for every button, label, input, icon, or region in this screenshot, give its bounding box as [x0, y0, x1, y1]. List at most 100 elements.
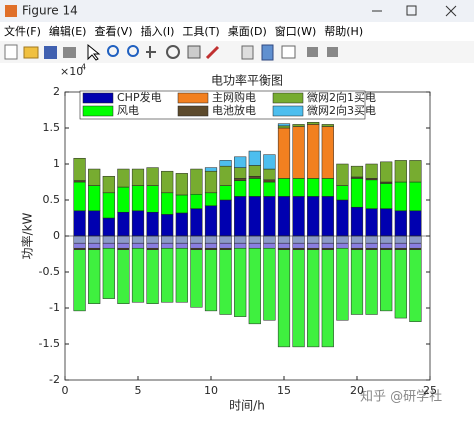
- bar-segment: [73, 242, 86, 249]
- bar-segment: [394, 235, 407, 244]
- x-tick-label: 10: [204, 384, 218, 397]
- bar-segment: [380, 208, 393, 237]
- bar-segment: [146, 211, 159, 237]
- legend-swatch: [272, 92, 304, 104]
- maximize[interactable]: [406, 5, 417, 16]
- bar-segment: [365, 208, 378, 237]
- menu-item[interactable]: 桌面(D): [228, 25, 267, 38]
- menu-item[interactable]: 窗口(W): [275, 24, 316, 38]
- tool-rotate[interactable]: [166, 45, 180, 59]
- bar-segment: [234, 242, 247, 249]
- bar-segment: [204, 192, 218, 207]
- legend-swatch: [177, 105, 209, 117]
- menu-item[interactable]: 帮助(H): [324, 24, 363, 38]
- tool-pointer[interactable]: [87, 43, 101, 61]
- bar-segment: [117, 168, 130, 188]
- bar-segment: [336, 247, 349, 321]
- bar-segment: [292, 196, 305, 237]
- tool-legend[interactable]: [281, 45, 296, 59]
- bar-segment: [321, 126, 334, 179]
- bar-segment: [263, 247, 276, 321]
- y-tick-label: 1: [53, 157, 60, 170]
- bar-segment: [409, 235, 422, 244]
- bar-segment: [146, 185, 159, 213]
- window-controls[interactable]: [372, 5, 457, 17]
- bar-segment: [161, 235, 174, 244]
- bar-segment: [336, 199, 349, 237]
- tool-open[interactable]: [23, 46, 39, 59]
- bar-segment: [204, 242, 218, 249]
- bar-segment: [73, 157, 86, 181]
- bar-segment: [307, 249, 320, 348]
- menu-item[interactable]: 编辑(E): [49, 24, 87, 38]
- bar-segment: [263, 196, 276, 237]
- menu-item[interactable]: 查看(V): [94, 24, 132, 38]
- x-tick-label: 5: [135, 384, 142, 397]
- bar-segment: [277, 235, 291, 244]
- bar-segment: [336, 235, 349, 244]
- tool-show[interactable]: [327, 47, 338, 57]
- bar-segment: [175, 242, 188, 249]
- bar-segment: [321, 242, 334, 249]
- bar-segment: [204, 235, 218, 244]
- bar-segment: [263, 179, 276, 183]
- y-axis-label: 功率/kW: [20, 212, 35, 259]
- bar-segment: [307, 235, 320, 244]
- bar-segment: [102, 235, 115, 244]
- bar-segment: [321, 249, 334, 348]
- bar-segment: [263, 242, 276, 249]
- bar-segment: [219, 199, 232, 237]
- bar-segment: [117, 211, 130, 237]
- bar-segment: [190, 249, 203, 308]
- bar-segment: [321, 178, 334, 197]
- bar-segment: [146, 249, 159, 304]
- tool-link[interactable]: [241, 45, 254, 60]
- y-exponent-power: 4: [81, 63, 86, 72]
- tool-brush[interactable]: [205, 45, 220, 60]
- x-tick-label: 15: [277, 384, 291, 397]
- bar-segment: [277, 249, 291, 348]
- y-tick-label: 0: [53, 229, 60, 242]
- tool-datacursor[interactable]: [187, 45, 201, 59]
- tool-print[interactable]: [63, 47, 76, 58]
- tool-colorbar[interactable]: [261, 44, 274, 61]
- close[interactable]: [445, 5, 457, 17]
- tool-save[interactable]: [44, 46, 57, 59]
- y-tick-label: -0.5: [39, 265, 60, 278]
- bar-segment: [190, 242, 203, 249]
- bar-segment: [380, 242, 393, 249]
- bar-segment: [409, 210, 422, 237]
- bar-segment: [102, 242, 115, 249]
- bar-segment: [321, 196, 334, 237]
- bar-segment: [219, 249, 232, 315]
- bar-segment: [102, 217, 115, 237]
- tool-hide[interactable]: [307, 47, 318, 57]
- bar-segment: [394, 210, 407, 237]
- tool-new[interactable]: [4, 44, 18, 60]
- bar-segment: [248, 178, 261, 197]
- bar-segment: [190, 168, 203, 195]
- bar-segment: [73, 235, 86, 244]
- bar-segment: [248, 196, 261, 237]
- plot: [65, 121, 430, 348]
- bar-segment: [321, 124, 334, 127]
- bar-segment: [365, 179, 378, 209]
- bar-segment: [117, 242, 130, 249]
- bar-segment: [190, 235, 203, 244]
- bar-segment: [263, 235, 276, 244]
- bar-segment: [117, 186, 130, 213]
- bar-segment: [175, 173, 188, 196]
- tool-pan[interactable]: [146, 46, 156, 58]
- bar-segment: [350, 242, 364, 249]
- menu-item[interactable]: 工具(T): [182, 25, 219, 38]
- bar-segment: [248, 165, 261, 177]
- bar-segment: [117, 249, 130, 304]
- menu-bar: 文件(F) 编辑(E) 查看(V) 插入(I) 工具(T) 桌面(D) 窗口(W) 帮助(H): [4, 24, 363, 38]
- window-title: Figure 14: [22, 4, 78, 18]
- tool-zoom-out[interactable]: [127, 45, 139, 57]
- tool-zoom-in[interactable]: [107, 45, 119, 57]
- menu-item[interactable]: 文件(F): [4, 24, 41, 38]
- bar-segment: [380, 161, 393, 183]
- menu-item[interactable]: 插入(I): [141, 24, 175, 38]
- bar-segment: [73, 181, 86, 212]
